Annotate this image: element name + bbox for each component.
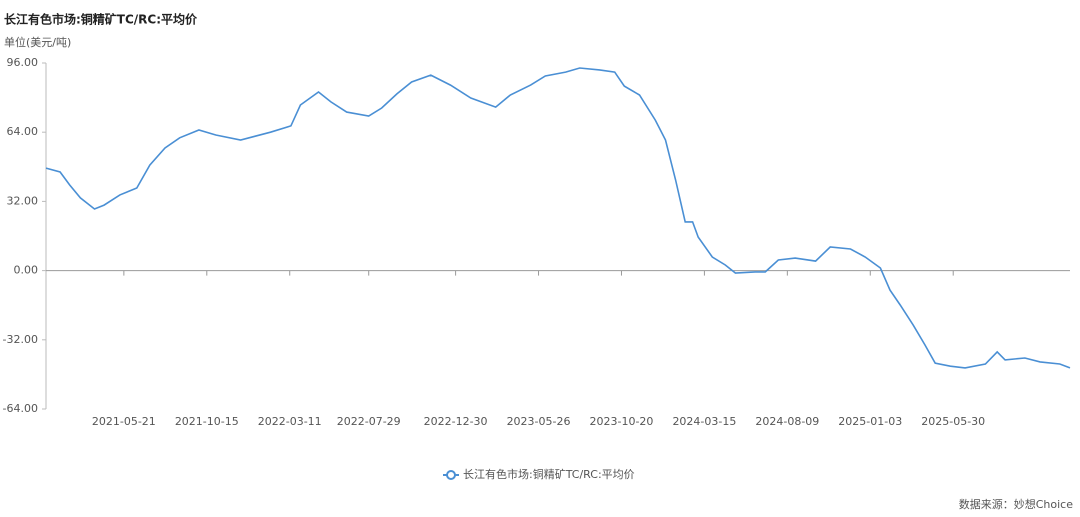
chart-title: 长江有色市场:铜精矿TC/RC:平均价 bbox=[4, 12, 198, 27]
x-tick-label: 2022-12-30 bbox=[424, 415, 488, 428]
x-tick-label: 2025-05-30 bbox=[921, 415, 985, 428]
y-tick-label: 64.00 bbox=[7, 125, 39, 138]
y-tick-label: 96.00 bbox=[7, 56, 39, 69]
source-note: 数据来源：妙想Choice bbox=[959, 497, 1073, 511]
legend-label: 长江有色市场:铜精矿TC/RC:平均价 bbox=[463, 467, 635, 481]
x-tick-label: 2023-10-20 bbox=[590, 415, 654, 428]
x-tick-label: 2024-03-15 bbox=[672, 415, 736, 428]
y-tick-label: 0.00 bbox=[14, 264, 39, 277]
y-axis-unit: 单位(美元/吨) bbox=[4, 35, 71, 49]
y-tick-label: -64.00 bbox=[3, 402, 38, 415]
y-tick-label: -32.00 bbox=[3, 333, 38, 346]
data-line bbox=[45, 67, 1071, 369]
x-tick-label: 2022-03-11 bbox=[258, 415, 322, 428]
x-tick-label: 2021-10-15 bbox=[175, 415, 239, 428]
x-tick-label: 2024-08-09 bbox=[755, 415, 819, 428]
x-tick-label: 2023-05-26 bbox=[507, 415, 571, 428]
y-tick-label: 32.00 bbox=[7, 194, 39, 207]
x-tick-label: 2021-05-21 bbox=[92, 415, 156, 428]
x-tick-label: 2022-07-29 bbox=[337, 415, 401, 428]
x-tick-label: 2025-01-03 bbox=[838, 415, 902, 428]
legend-marker bbox=[446, 470, 456, 480]
